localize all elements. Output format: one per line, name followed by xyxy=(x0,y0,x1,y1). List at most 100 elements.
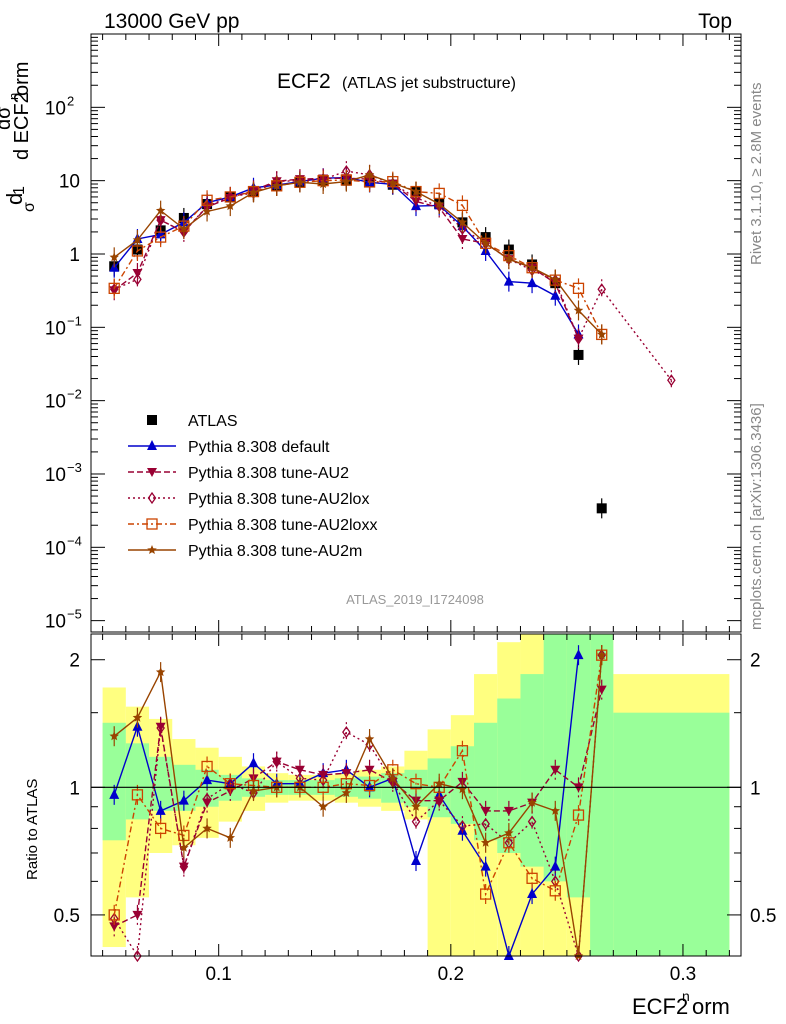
legend-entry: Pythia 8.308 tune-AU2lox xyxy=(188,491,369,508)
y-tick-label: 10 xyxy=(45,538,66,559)
data-point xyxy=(155,804,166,815)
y-tick-label: 10 xyxy=(45,98,66,119)
data-point xyxy=(503,275,514,286)
ratio-y-tick-label-right: 0.5 xyxy=(750,906,776,927)
series-line-3 xyxy=(113,655,603,916)
uncertainty-band-stat xyxy=(613,712,730,956)
data-point xyxy=(434,794,444,807)
ratio-y-tick-label: 2 xyxy=(69,651,80,672)
data-point xyxy=(457,824,468,835)
ratio-y-tick-label-right: 2 xyxy=(750,651,761,672)
data-point xyxy=(550,805,560,815)
data-point xyxy=(363,779,376,792)
series-line-4 xyxy=(113,179,603,335)
main-y-axis-label: d σ 1 d ECF2 n orm dσ xyxy=(0,62,38,212)
uncertainty-band-stat xyxy=(566,634,591,898)
data-point xyxy=(572,282,585,294)
uncertainty-band-stat xyxy=(543,634,567,882)
data-point xyxy=(295,177,305,187)
data-point xyxy=(411,815,421,828)
x-tick-label: 0.3 xyxy=(670,964,696,985)
data-point xyxy=(179,860,189,873)
data-point xyxy=(434,199,444,209)
data-point xyxy=(550,860,561,871)
data-point xyxy=(481,817,490,830)
data-point xyxy=(527,815,537,828)
uncertainty-band-stat xyxy=(474,722,498,841)
data-point xyxy=(248,757,259,768)
data-point xyxy=(202,823,212,833)
y-tick-label: 10 xyxy=(59,172,80,193)
data-point xyxy=(597,283,607,296)
data-point xyxy=(341,769,352,779)
y-tick-exponent: −3 xyxy=(67,460,82,475)
data-point xyxy=(480,238,491,248)
data-point xyxy=(479,888,492,900)
data-point xyxy=(549,885,561,897)
y-tick-exponent: 2 xyxy=(67,93,74,108)
data-point xyxy=(458,819,467,833)
series-line-4 xyxy=(113,655,603,957)
data-point xyxy=(596,503,607,514)
legend: ATLAS Pythia 8.308 default Pythia 8.308 tu… xyxy=(128,413,377,560)
data-point xyxy=(597,650,607,660)
data-point xyxy=(272,755,282,768)
data-point xyxy=(411,186,421,196)
data-point xyxy=(503,950,514,960)
chart-subtitle: (ATLAS jet substructure) xyxy=(342,75,516,92)
data-point xyxy=(572,809,585,821)
series-line-5 xyxy=(113,174,603,335)
data-point xyxy=(109,922,120,932)
data-point xyxy=(504,254,514,264)
ratio-y-tick-label: 1 xyxy=(69,778,80,799)
y-tick-label: 10 xyxy=(45,612,66,633)
data-point xyxy=(109,731,119,741)
legend-entry: Pythia 8.308 tune-AU2m xyxy=(188,543,362,560)
data-point xyxy=(224,778,236,790)
data-point xyxy=(573,649,584,660)
data-point xyxy=(202,206,212,216)
legend-entry: Pythia 8.308 default xyxy=(188,439,330,456)
data-point xyxy=(132,235,143,245)
chart-title: ECF2 xyxy=(277,70,331,93)
data-point xyxy=(156,213,165,227)
data-point xyxy=(456,745,469,757)
data-point xyxy=(527,888,538,899)
data-point xyxy=(179,223,189,233)
main-plot-series xyxy=(108,161,676,519)
data-point xyxy=(179,842,189,852)
legend-marker xyxy=(147,468,157,477)
x-axis-title: ECF2 n orm xyxy=(632,988,730,1019)
legend-entry: Pythia 8.308 tune-AU2loxx xyxy=(188,517,377,534)
y-tick-exponent: −4 xyxy=(67,533,82,548)
header-right: Top xyxy=(698,10,732,33)
y-tick-label: 10 xyxy=(45,465,66,486)
data-point xyxy=(573,305,584,315)
legend-marker xyxy=(147,545,157,554)
data-point xyxy=(456,199,469,212)
data-point xyxy=(457,235,468,245)
data-point xyxy=(131,789,144,801)
main-plot-frame xyxy=(90,33,742,633)
series-line-2 xyxy=(113,655,603,959)
ratio-y-tick-label-right: 1 xyxy=(750,778,761,799)
data-point xyxy=(411,801,421,811)
data-point xyxy=(527,277,538,288)
ratio-y-axis-label: Ratio to ATLAS xyxy=(24,779,41,880)
data-point xyxy=(155,722,166,732)
data-point xyxy=(156,721,165,735)
svg-text:orm: orm xyxy=(11,62,33,96)
uncertainty-band-stat xyxy=(497,698,521,853)
svg-text:ECF2: ECF2 xyxy=(632,994,688,1019)
x-tick-label: 0.1 xyxy=(205,964,231,985)
svg-text:d ECF2: d ECF2 xyxy=(11,92,33,160)
legend-entry: ATLAS xyxy=(188,413,238,430)
data-point xyxy=(155,667,166,677)
legend-marker xyxy=(146,518,158,530)
data-point xyxy=(108,282,120,294)
mcplots-label: mcplots.cern.ch [arXiv:1306.3436] xyxy=(748,403,765,630)
data-point xyxy=(248,187,259,197)
data-point xyxy=(527,262,537,272)
data-point xyxy=(388,178,398,187)
y-tick-label: 10 xyxy=(45,392,66,413)
